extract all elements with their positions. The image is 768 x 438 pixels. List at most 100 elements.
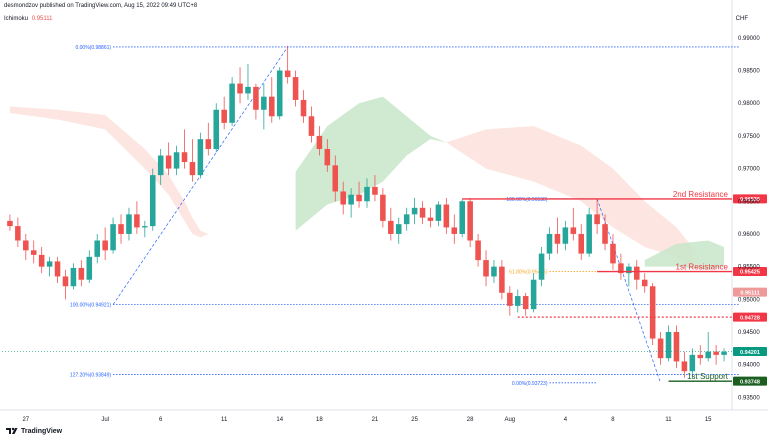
fib-level-label: 100.00%(0.96538) [506,197,547,203]
candle-body [261,96,267,110]
price-tag [733,194,767,204]
ichimoku-cloud-bull [295,96,447,231]
candle-body [173,152,180,169]
candle-body [7,220,13,227]
candle-body [229,83,235,123]
candle-body [253,86,259,110]
fib-level-label: 100.00%(0.94921) [70,302,111,308]
y-tick-label: 0.98500 [738,69,760,75]
candle-body [356,194,362,202]
candle-body [641,279,648,287]
candle-body [332,165,339,192]
candle-body [419,207,426,218]
candle-body [522,296,529,310]
candle-body [126,214,132,234]
candle-body [221,109,227,123]
y-tick-label: 0.97500 [738,134,760,140]
candle-body [443,204,450,228]
current-price-tag [733,347,767,357]
candle-body [38,254,45,267]
x-tick-label: 21 [372,417,379,423]
candle-body [459,201,465,234]
candle-body [324,148,331,166]
y-tick-label: 0.95000 [738,297,760,303]
y-tick-label: 0.96500 [738,199,760,205]
candle-body [308,116,315,136]
candle-body [562,227,569,244]
candle-body [649,286,656,339]
candle-body [213,109,220,149]
x-tick-label: 25 [411,417,418,423]
candle-body [149,175,156,227]
y-tick-label: 0.93500 [738,395,760,401]
fib-level-label: 0.00%(0.98861) [75,45,111,51]
candle-body [705,351,711,359]
candle-body [530,279,537,310]
candle-body [205,139,212,149]
tradingview-footer[interactable]: TradingView [6,427,62,435]
fib-level-label: 0.00%(0.93723) [512,381,548,387]
candle-body [570,227,577,234]
currency-label: CHF [735,16,748,22]
publisher-header: desmondzov published on TradingView.com,… [4,3,198,9]
x-tick-label: 28 [467,417,474,423]
candle-body [721,351,727,355]
candle-body [189,162,196,176]
candle-body [142,226,148,228]
x-tick-label: Aug [504,417,515,423]
candle-body [292,77,299,100]
candle-body [181,152,188,163]
x-tick-label: 11 [221,417,228,423]
candle-body [610,243,616,264]
y-tick-label: 0.94000 [738,363,760,369]
candle-body [626,266,632,274]
y-tick-label: 0.95500 [738,265,760,271]
candle-body [554,233,561,244]
candle-body [284,70,291,78]
candle-body [237,83,243,94]
candle-body [197,139,204,176]
candle-body [62,276,69,287]
ichimoku-price-tag [733,287,767,297]
candle-body [483,260,489,277]
indicator-value: 0.95111 [31,16,53,22]
candle-body [380,194,386,221]
candle-body [697,354,704,359]
candle-body [86,256,93,280]
x-tick-label: 6 [159,417,163,423]
candle-body [348,194,354,205]
candle-body [364,186,370,202]
level-label: 1st Resistance [676,263,729,272]
ichimoku-price-label: 0.95111 [740,290,759,296]
candle-body [427,217,434,221]
x-tick-label: 14 [276,417,283,423]
candle-body [15,226,21,241]
price-tag-label: 0.93748 [740,379,760,385]
candle-body [602,224,608,244]
indicator-name: Ichimoku [4,16,29,22]
candle-body [618,263,624,274]
candle-body [372,186,378,195]
candle-body [467,201,473,241]
y-tick-label: 0.97000 [738,167,760,173]
price-tag [733,267,767,277]
x-tick-label: 15 [705,417,712,423]
candle-body [110,224,116,251]
candle-body [269,96,275,117]
candle-body [673,332,680,362]
y-tick-label: 0.94500 [738,330,760,336]
fib-level-label: 127.20%(0.93849) [70,373,111,379]
candle-body [102,240,108,251]
candle-body [78,267,85,280]
candle-body [30,250,37,255]
ichimoku-cloud-bear [9,106,209,238]
indicator-legend[interactable]: Ichimoku 0.95111 [4,16,53,22]
candle-body [435,204,442,221]
x-tick-label: 18 [316,417,323,423]
x-tick-label: Jul [101,417,109,423]
footer-brand: TradingView [21,427,63,435]
candle-body [46,261,53,267]
y-tick-label: 0.99000 [738,36,760,42]
current-price-label: 0.94201 [740,350,760,356]
